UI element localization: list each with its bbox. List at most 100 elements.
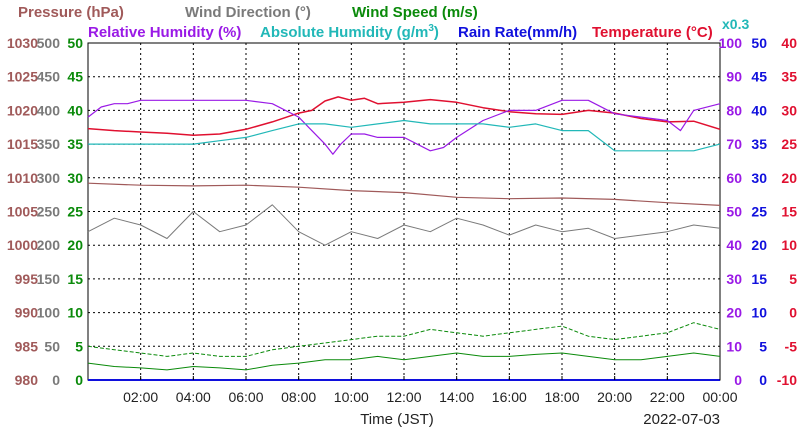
y-tick-wind-direction: 250 [37,204,61,220]
y-tick-pressure: 1005 [7,204,38,220]
series-wind-speed-max-m-s [87,322,721,357]
y-tick-wind-direction: 0 [52,372,60,388]
y-tick-pressure: 990 [15,305,39,321]
series-pressure-hpa [87,182,721,206]
y-tick-wind-speed: 10 [67,305,83,321]
y-tick-rain: 10 [751,305,767,321]
axes-layer: 9809859909951000100510101015102010251030… [7,35,797,405]
y-tick-rain: 30 [751,170,767,186]
x-tick-label: 18:00 [544,389,579,405]
y-tick-wind-speed: 40 [67,102,83,118]
y-tick-temperature: 25 [781,136,797,152]
y-tick-wind-speed: 0 [75,372,83,388]
y-tick-humidity: 100 [719,35,743,51]
legend-abs-humidity-main: Absolute Humidity (g/m [260,24,428,41]
y-tick-pressure: 1015 [7,136,38,152]
y-tick-humidity: 70 [726,136,742,152]
x-tick-label: 10:00 [334,389,369,405]
y-tick-rain: 35 [751,136,767,152]
y-tick-wind-direction: 150 [37,271,61,287]
y-tick-pressure: 980 [15,372,39,388]
legend-abs-humidity-sup: 3 [428,23,434,34]
y-tick-rain: 15 [751,271,767,287]
y-tick-temperature: 40 [781,35,797,51]
y-tick-temperature: 30 [781,102,797,118]
y-tick-temperature: 15 [781,204,797,220]
y-tick-wind-speed: 25 [67,204,83,220]
chart-grid [88,43,720,380]
series-relative-humidity [87,99,721,155]
x-tick-label: 00:00 [702,389,737,405]
series-wind-direction [87,204,721,246]
y-tick-wind-direction: 200 [37,237,61,253]
legend-pressure: Pressure (hPa) [18,4,124,21]
chart-date: 2022-07-03 [643,411,720,428]
y-tick-humidity: 80 [726,102,742,118]
y-tick-humidity: 90 [726,69,742,85]
x-tick-label: 16:00 [492,389,527,405]
y-tick-temperature: 5 [789,271,797,287]
x-tick-label: 12:00 [386,389,421,405]
legend-abs-humidity-end: ) [434,24,439,41]
series-absolute-humidity-g-m3 [88,119,721,152]
y-tick-rain: 5 [759,338,767,354]
legend-abs-humidity: Absolute Humidity (g/m3) [260,23,439,41]
legend-temperature: Temperature (°C) [592,24,713,41]
x-tick-label: 06:00 [228,389,263,405]
y-tick-temperature: -10 [777,372,797,388]
y-tick-humidity: 20 [726,305,742,321]
y-tick-temperature: 0 [789,305,797,321]
x-axis-label: Time (JST) [360,411,434,428]
y-tick-wind-direction: 50 [44,338,60,354]
y-tick-pressure: 1025 [7,69,38,85]
legend-humidity: Relative Humidity (%) [88,24,241,41]
y-tick-humidity: 10 [726,338,742,354]
y-tick-rain: 40 [751,102,767,118]
y-tick-rain: 45 [751,69,767,85]
x-tick-label: 22:00 [650,389,685,405]
y-tick-pressure: 1000 [7,237,38,253]
y-tick-pressure: 1030 [7,35,38,51]
y-tick-wind-direction: 450 [37,69,61,85]
y-tick-rain: 20 [751,237,767,253]
y-tick-wind-speed: 20 [67,237,83,253]
x-tick-label: 04:00 [176,389,211,405]
x-tick-label: 08:00 [281,389,316,405]
x-tick-label: 14:00 [439,389,474,405]
y-tick-temperature: 10 [781,237,797,253]
y-tick-rain: 0 [759,372,767,388]
series-wind-speed-m-s [87,352,721,371]
y-tick-rain: 25 [751,204,767,220]
legend-wind-direction: Wind Direction (°) [185,4,311,21]
y-tick-wind-direction: 400 [37,102,61,118]
y-tick-wind-speed: 15 [67,271,83,287]
y-tick-wind-direction: 350 [37,136,61,152]
y-tick-wind-direction: 300 [37,170,61,186]
y-tick-wind-speed: 30 [67,170,83,186]
y-tick-wind-speed: 35 [67,136,83,152]
y-tick-wind-speed: 5 [75,338,83,354]
x-tick-label: 20:00 [597,389,632,405]
y-tick-humidity: 50 [726,204,742,220]
y-tick-temperature: -5 [785,338,798,354]
y-tick-temperature: 35 [781,69,797,85]
y-tick-humidity: 0 [734,372,742,388]
x-tick-label: 02:00 [123,389,158,405]
y-tick-humidity: 60 [726,170,742,186]
legend-rain: Rain Rate(mm/h) [458,24,577,41]
y-tick-wind-direction: 500 [37,35,61,51]
series-temperature-c [87,96,721,137]
legend-wind-speed: Wind Speed (m/s) [352,4,478,21]
y-tick-pressure: 995 [15,271,39,287]
y-tick-temperature: 20 [781,170,797,186]
y-tick-wind-speed: 45 [67,69,83,85]
y-tick-rain: 50 [751,35,767,51]
y-tick-wind-direction: 100 [37,305,61,321]
y-tick-pressure: 1020 [7,102,38,118]
y-tick-wind-speed: 50 [67,35,83,51]
y-tick-pressure: 985 [15,338,39,354]
legend-abs-humidity-scale: x0.3 [722,16,749,32]
y-tick-humidity: 40 [726,237,742,253]
y-tick-humidity: 30 [726,271,742,287]
